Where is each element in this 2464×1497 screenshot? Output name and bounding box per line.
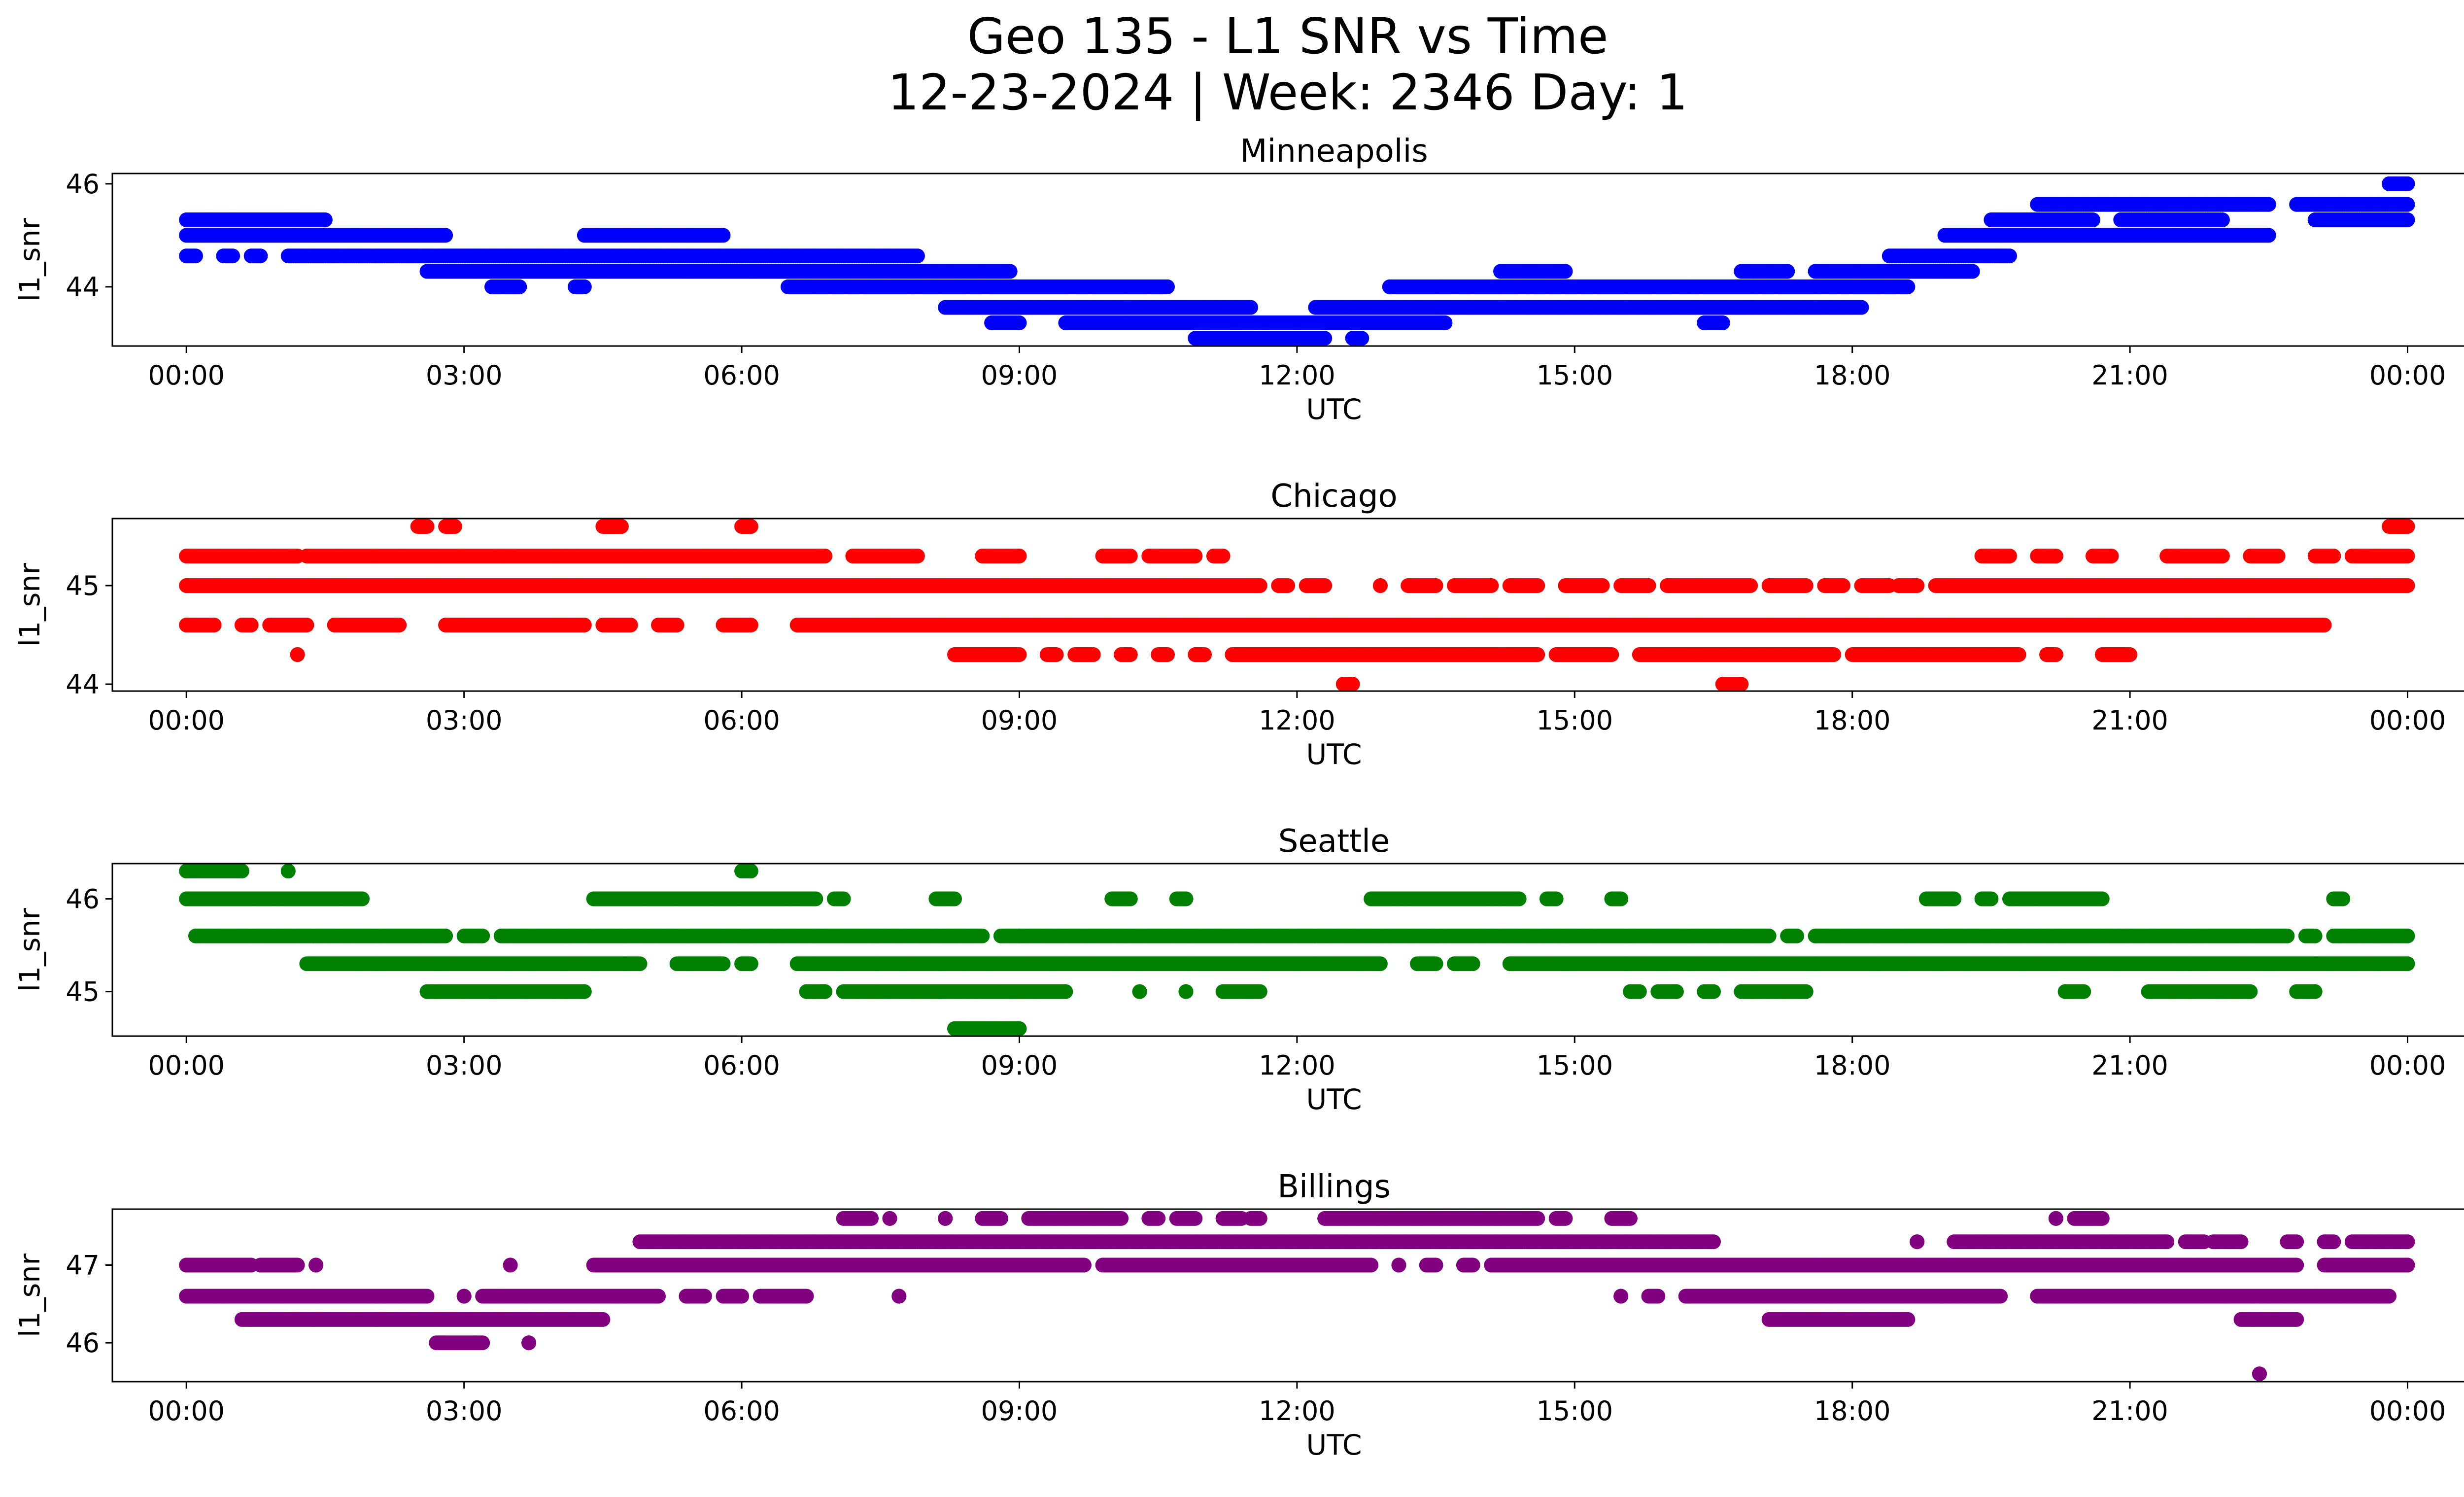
data-point xyxy=(253,248,268,263)
data-point xyxy=(2002,549,2017,563)
data-point xyxy=(2400,519,2415,534)
x-axis-label-minneapolis: UTC xyxy=(1306,393,1362,426)
data-point xyxy=(716,228,731,243)
data-point xyxy=(318,212,333,227)
x-tick-label: 15:00 xyxy=(1536,360,1613,391)
data-point xyxy=(392,618,407,632)
figure-title-line2: 12-23-2024 | Week: 2346 Day: 1 xyxy=(888,64,1687,121)
data-point xyxy=(1854,300,1869,315)
x-tick-label: 00:00 xyxy=(148,360,225,391)
data-point xyxy=(420,519,435,534)
data-point xyxy=(1280,578,1295,593)
data-point xyxy=(2400,176,2415,191)
data-point xyxy=(2261,228,2276,243)
series-snr-44-6 xyxy=(179,618,2331,632)
x-tick-label: 18:00 xyxy=(1814,360,1891,391)
data-point xyxy=(1595,578,1610,593)
data-point xyxy=(2104,549,2119,563)
data-point xyxy=(244,618,259,632)
data-point xyxy=(2400,578,2415,593)
data-point xyxy=(1484,578,1499,593)
data-point xyxy=(2215,212,2230,227)
data-point xyxy=(1799,578,1814,593)
y-tick-label: 46 xyxy=(66,169,100,200)
data-point xyxy=(1530,578,1545,593)
x-tick-label: 06:00 xyxy=(703,360,780,391)
x-tick-label: 00:00 xyxy=(2369,360,2446,391)
data-point xyxy=(1012,315,1027,330)
data-point xyxy=(2400,549,2415,563)
data-point xyxy=(577,279,592,294)
series-snr-46 xyxy=(2382,176,2415,191)
y-tick-label: 44 xyxy=(66,272,100,303)
data-point xyxy=(2271,549,2286,563)
data-point xyxy=(2086,212,2100,227)
data-point xyxy=(1373,578,1388,593)
data-point xyxy=(910,248,925,263)
data-point xyxy=(1780,264,1795,279)
data-point xyxy=(623,618,638,632)
x-tick-label: 12:00 xyxy=(1259,360,1335,391)
data-point xyxy=(818,549,832,563)
data-point xyxy=(1012,549,1027,563)
data-point xyxy=(1317,578,1332,593)
data-point xyxy=(1437,315,1452,330)
data-point xyxy=(1429,578,1443,593)
data-point xyxy=(2400,212,2415,227)
data-point xyxy=(2261,197,2276,212)
figure-title-line1: Geo 135 - L1 SNR vs Time xyxy=(967,7,1608,65)
data-point xyxy=(1910,578,1924,593)
data-point xyxy=(670,618,684,632)
data-point xyxy=(2002,248,2017,263)
data-point xyxy=(744,519,758,534)
data-point xyxy=(2400,197,2415,212)
data-point xyxy=(1243,300,1258,315)
data-point xyxy=(1216,549,1231,563)
data-point xyxy=(1558,264,1573,279)
panel-title-minneapolis: Minneapolis xyxy=(1240,133,1428,170)
data-point xyxy=(1965,264,1980,279)
data-point xyxy=(512,279,527,294)
data-point xyxy=(299,618,314,632)
data-point xyxy=(614,519,629,534)
data-point xyxy=(1160,279,1175,294)
series-snr-45-6 xyxy=(2030,197,2415,212)
data-point xyxy=(207,618,222,632)
data-point xyxy=(1642,578,1656,593)
y-axis-label-minneapolis: l1_snr xyxy=(14,218,46,302)
data-point xyxy=(2326,549,2341,563)
series-snr-43-6 xyxy=(938,300,1869,315)
data-point xyxy=(1317,331,1332,346)
data-point xyxy=(1354,331,1369,346)
data-point xyxy=(1003,264,1018,279)
x-tick-label: 21:00 xyxy=(2091,360,2168,391)
data-point xyxy=(577,618,592,632)
data-point xyxy=(1836,578,1850,593)
data-point xyxy=(1715,315,1730,330)
data-point xyxy=(1743,578,1758,593)
data-point xyxy=(1188,549,1202,563)
data-point xyxy=(2049,549,2063,563)
panel-title-chicago: Chicago xyxy=(1270,478,1397,515)
data-point xyxy=(1253,578,1267,593)
data-point xyxy=(910,549,925,563)
x-tick-label: 09:00 xyxy=(981,360,1058,391)
data-point xyxy=(225,248,240,263)
data-point xyxy=(188,248,203,263)
data-point xyxy=(438,228,453,243)
data-point xyxy=(447,519,462,534)
data-point xyxy=(744,618,758,632)
data-point xyxy=(2215,549,2230,563)
data-point xyxy=(1900,279,1915,294)
x-tick-label: 03:00 xyxy=(426,360,503,391)
data-point xyxy=(1123,549,1138,563)
